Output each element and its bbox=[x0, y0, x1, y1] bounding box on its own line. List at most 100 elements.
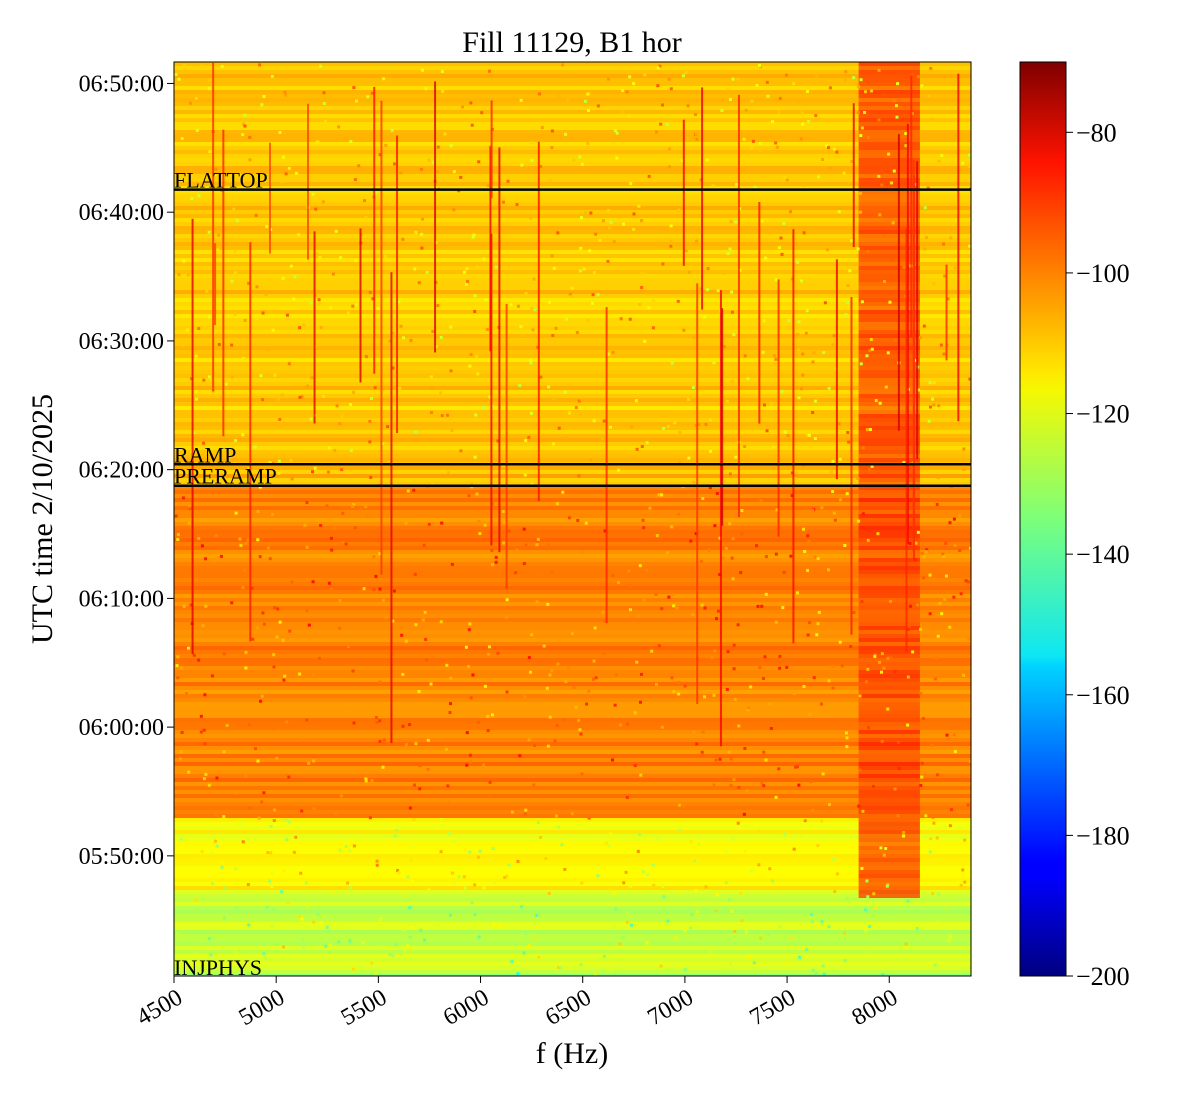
heatmap-cell bbox=[346, 644, 350, 648]
heatmap-cell bbox=[427, 887, 431, 891]
heatmap-cell bbox=[587, 689, 591, 693]
heatmap-cell bbox=[486, 327, 490, 331]
heatmap-cell bbox=[312, 759, 316, 763]
heatmap-cell bbox=[281, 155, 285, 159]
heatmap-line bbox=[701, 87, 704, 310]
heatmap-cell bbox=[580, 772, 584, 776]
heatmap-cell bbox=[414, 623, 418, 627]
heatmap-cell bbox=[212, 479, 216, 483]
heatmap-cell bbox=[953, 750, 957, 754]
heatmap-cell bbox=[775, 145, 779, 149]
heatmap-cell bbox=[967, 164, 971, 168]
heatmap-cell bbox=[932, 821, 936, 825]
heatmap-cell bbox=[418, 787, 422, 791]
heatmap-cell bbox=[404, 639, 408, 643]
heatmap-cell bbox=[174, 514, 178, 518]
heatmap-cell bbox=[197, 194, 201, 198]
heatmap-cell bbox=[292, 297, 296, 301]
heatmap-cell bbox=[529, 216, 533, 220]
y-tick-label: 06:30:00 bbox=[79, 329, 164, 355]
heatmap-cell bbox=[778, 654, 782, 658]
heatmap-cell bbox=[817, 175, 821, 179]
heatmap-cell bbox=[247, 281, 251, 285]
heatmap-line bbox=[852, 103, 855, 248]
heatmap-cell bbox=[656, 84, 660, 88]
heatmap-row bbox=[174, 62, 971, 66]
heatmap-cell bbox=[319, 921, 323, 925]
heatmap-cell bbox=[832, 857, 836, 861]
heatmap-cell bbox=[431, 103, 435, 107]
heatmap-row bbox=[858, 146, 920, 150]
heatmap-row bbox=[174, 714, 971, 718]
heatmap-row bbox=[174, 458, 971, 462]
heatmap-cell bbox=[582, 267, 586, 271]
colorbar-axis: −200−180−160−140−120−100−80 bbox=[1066, 118, 1130, 991]
heatmap-cell bbox=[811, 360, 815, 364]
heatmap-row bbox=[174, 718, 971, 722]
heatmap-cell bbox=[235, 791, 239, 795]
heatmap-cell bbox=[712, 783, 716, 787]
heatmap-cell bbox=[179, 837, 183, 841]
heatmap-cell bbox=[446, 784, 450, 788]
heatmap-cell bbox=[195, 953, 199, 957]
heatmap-cell bbox=[806, 568, 810, 572]
y-tick-label: 06:00:00 bbox=[79, 715, 164, 741]
heatmap-cell bbox=[922, 324, 926, 328]
heatmap-cell bbox=[724, 850, 728, 854]
heatmap-cell bbox=[845, 745, 849, 749]
heatmap-cell bbox=[491, 563, 495, 567]
heatmap-row bbox=[174, 258, 971, 262]
heatmap-cell bbox=[374, 574, 378, 578]
heatmap-cell bbox=[869, 337, 873, 341]
heatmap-cell bbox=[852, 611, 856, 615]
heatmap-row bbox=[174, 250, 971, 254]
heatmap-cell bbox=[378, 719, 382, 723]
heatmap-row bbox=[858, 330, 920, 334]
heatmap-cell bbox=[248, 806, 252, 810]
heatmap-cell bbox=[476, 720, 480, 724]
heatmap-row bbox=[858, 702, 920, 706]
heatmap-cell bbox=[477, 519, 481, 523]
heatmap-cell bbox=[194, 354, 198, 358]
heatmap-cell bbox=[928, 381, 932, 385]
heatmap-cell bbox=[533, 937, 537, 941]
heatmap-cell bbox=[324, 944, 328, 948]
heatmap-cell bbox=[322, 91, 326, 95]
heatmap-row bbox=[858, 206, 920, 210]
heatmap-cell bbox=[413, 267, 417, 271]
heatmap-cell bbox=[293, 275, 297, 279]
heatmap-cell bbox=[258, 485, 262, 489]
heatmap-cell bbox=[399, 171, 403, 175]
heatmap-row bbox=[858, 170, 920, 174]
heatmap-line bbox=[910, 75, 913, 338]
heatmap-cell bbox=[613, 129, 617, 133]
heatmap-row bbox=[174, 322, 971, 326]
heatmap-cell bbox=[337, 125, 341, 129]
heatmap-row bbox=[858, 246, 920, 250]
heatmap-cell bbox=[551, 333, 555, 337]
heatmap-cell bbox=[468, 753, 472, 757]
heatmap-cell bbox=[217, 233, 221, 237]
heatmap-cell bbox=[388, 953, 392, 957]
heatmap-cell bbox=[781, 606, 785, 610]
heatmap-cell bbox=[814, 972, 818, 976]
heatmap-row bbox=[858, 438, 920, 442]
heatmap-cell bbox=[690, 913, 694, 917]
heatmap-cell bbox=[564, 132, 568, 136]
heatmap-cell bbox=[312, 920, 316, 924]
heatmap-cell bbox=[220, 65, 224, 69]
heatmap-line bbox=[373, 86, 376, 374]
heatmap-cell bbox=[758, 666, 762, 670]
heatmap-cell bbox=[796, 333, 800, 337]
heatmap-cell bbox=[366, 95, 370, 99]
heatmap-cell bbox=[929, 837, 933, 841]
heatmap-cell bbox=[392, 589, 396, 593]
heatmap-cell bbox=[558, 965, 562, 969]
heatmap-cell bbox=[793, 477, 797, 481]
heatmap-cell bbox=[547, 134, 551, 138]
heatmap-row bbox=[174, 150, 971, 154]
heatmap-cell bbox=[704, 885, 708, 889]
heatmap-cell bbox=[579, 550, 583, 554]
heatmap-cell bbox=[494, 560, 498, 564]
